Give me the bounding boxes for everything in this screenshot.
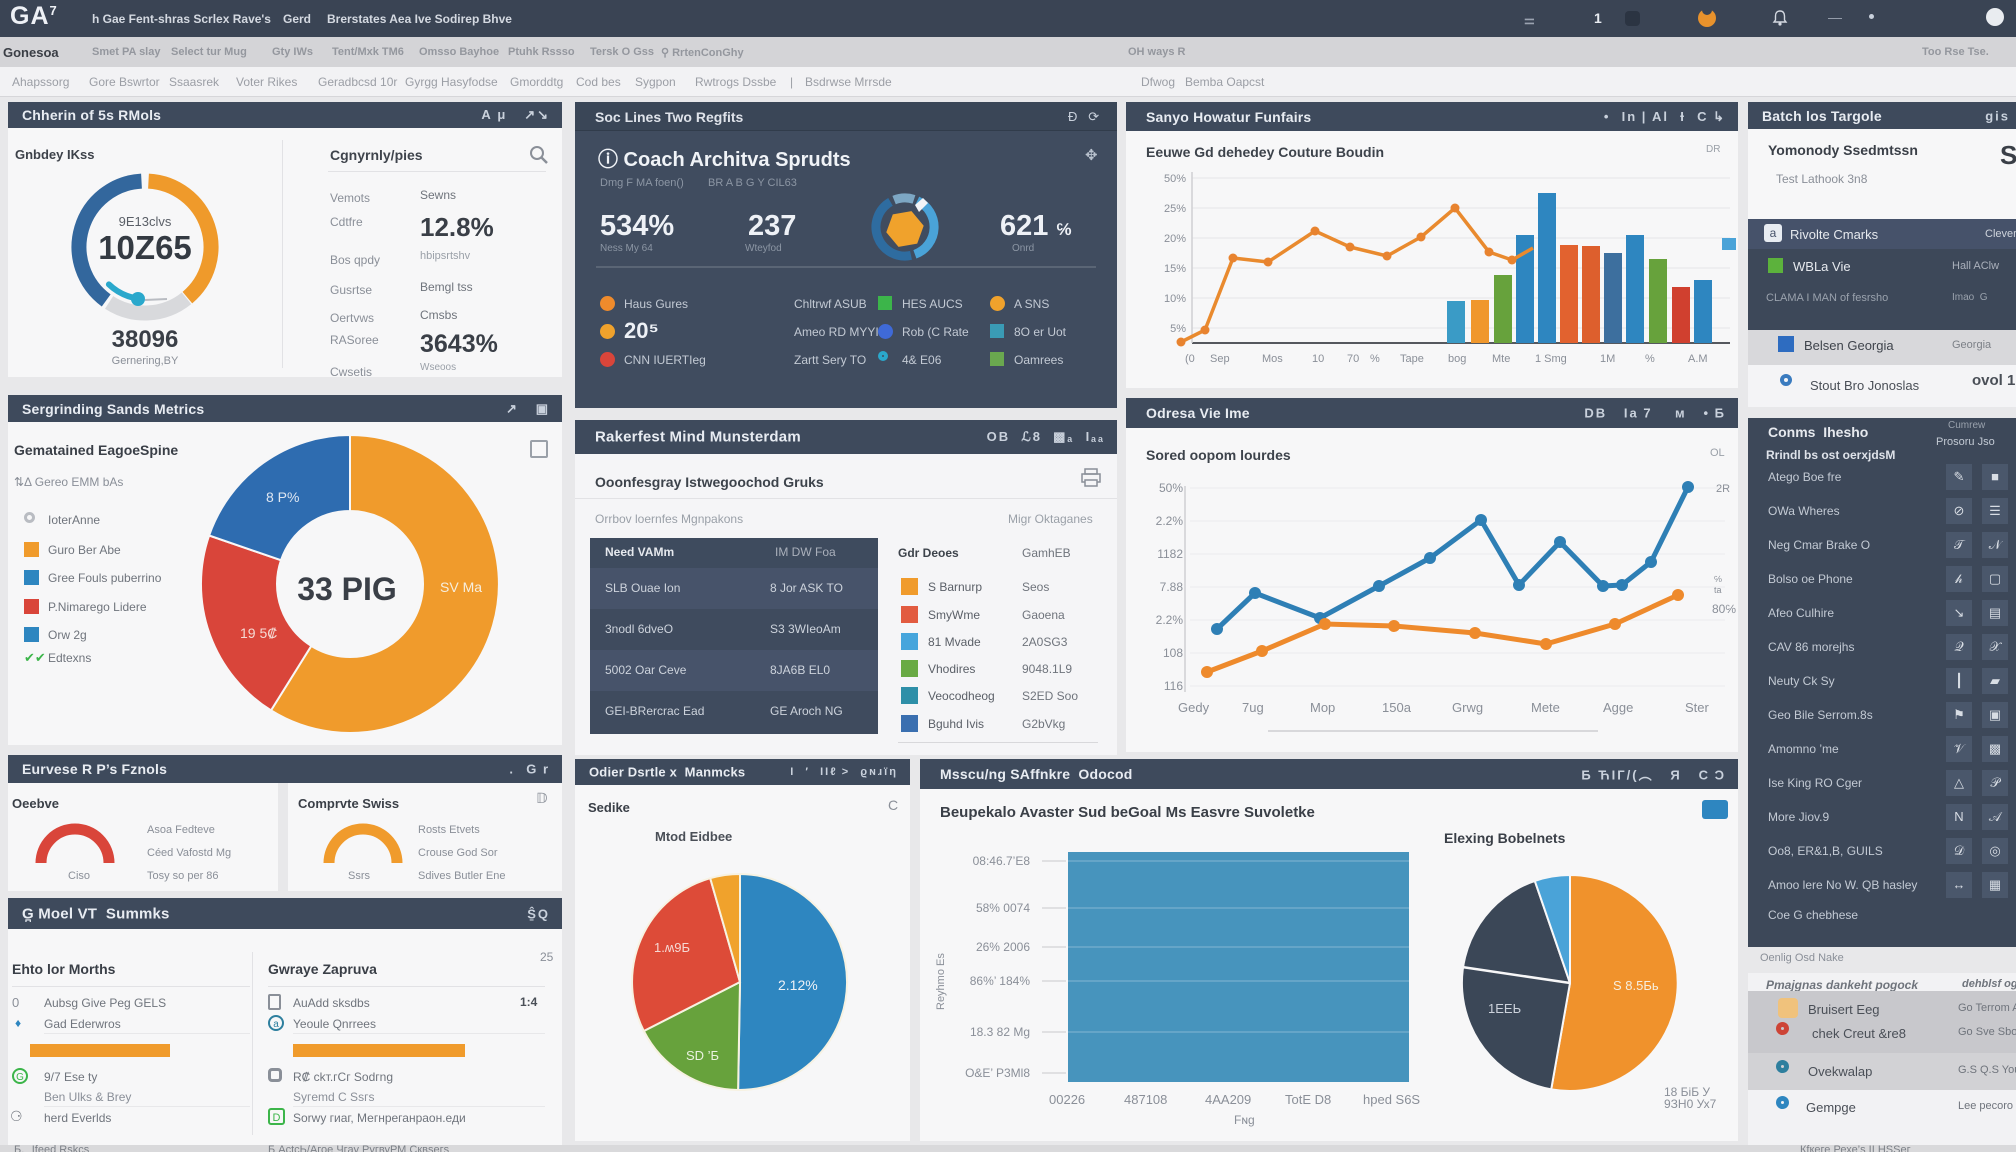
svg-text:33 PIG: 33 PIG xyxy=(297,571,397,607)
svg-text:10: 10 xyxy=(1312,353,1324,365)
svg-text:116: 116 xyxy=(1164,679,1183,693)
svg-text:20%: 20% xyxy=(1164,233,1186,245)
svg-text:SD ’Б: SD ’Б xyxy=(686,1048,719,1063)
svg-text:108: 108 xyxy=(1163,646,1183,660)
svg-text:(0: (0 xyxy=(1185,353,1195,365)
svg-text:Grwg: Grwg xyxy=(1452,700,1483,715)
svg-text:1M: 1M xyxy=(1600,353,1615,365)
svg-text:50%: 50% xyxy=(1159,481,1183,495)
svg-text:7ug: 7ug xyxy=(1242,700,1264,715)
svg-text:00226: 00226 xyxy=(1049,1092,1085,1107)
svg-text:Ѕ 8.5Бь: Ѕ 8.5Бь xyxy=(1613,978,1659,993)
svg-text:1ЕЕЬ: 1ЕЕЬ xyxy=(1488,1001,1521,1016)
svg-text:TotE D8: TotE D8 xyxy=(1285,1092,1331,1107)
svg-text:bog: bog xyxy=(1448,353,1466,365)
svg-text:2R: 2R xyxy=(1716,483,1730,495)
svg-text:86%’ 184%: 86%’ 184% xyxy=(970,974,1031,988)
svg-text:SV Ma: SV Ma xyxy=(440,579,482,595)
svg-text:8 P%: 8 P% xyxy=(266,489,299,505)
svg-text:%: % xyxy=(1370,353,1380,365)
svg-text:58% 0074: 58% 0074 xyxy=(976,901,1030,915)
svg-text:1 Smg: 1 Smg xyxy=(1535,353,1567,365)
svg-text:Ster: Ster xyxy=(1685,700,1710,715)
svg-text:26% 2006: 26% 2006 xyxy=(976,940,1030,954)
svg-text:80℅: 80℅ xyxy=(1712,602,1736,616)
svg-text:O&E’ P3Ml8: O&E’ P3Ml8 xyxy=(965,1066,1030,1080)
svg-text:4AA209: 4AA209 xyxy=(1205,1092,1251,1107)
svg-text:25%: 25% xyxy=(1164,203,1186,215)
svg-text:18 БіБ У: 18 БіБ У xyxy=(1664,1085,1710,1099)
svg-text:Mete: Mete xyxy=(1531,700,1560,715)
svg-text:487108: 487108 xyxy=(1124,1092,1167,1107)
svg-text:1182: 1182 xyxy=(1157,547,1183,561)
svg-text:Sep: Sep xyxy=(1210,353,1230,365)
svg-text:A.M: A.M xyxy=(1688,353,1708,365)
svg-text:08:46.7’E8: 08:46.7’E8 xyxy=(973,854,1031,868)
svg-text:2.12%: 2.12% xyxy=(778,977,818,993)
svg-text:hped S6S: hped S6S xyxy=(1363,1092,1420,1107)
svg-text:15%: 15% xyxy=(1164,263,1186,275)
svg-text:18.3 82 Mg: 18.3 82 Mg xyxy=(970,1025,1030,1039)
svg-text:Mte: Mte xyxy=(1492,353,1510,365)
svg-text:70: 70 xyxy=(1347,353,1359,365)
svg-text:Mop: Mop xyxy=(1310,700,1335,715)
svg-text:Gedy: Gedy xyxy=(1178,700,1210,715)
svg-text:50%: 50% xyxy=(1164,173,1186,185)
svg-text:Elexing Bobelnets: Elexing Bobelnets xyxy=(1444,830,1566,846)
svg-text:Mos: Mos xyxy=(1262,353,1283,365)
svg-text:9ЗН0 Ух7: 9ЗН0 Ух7 xyxy=(1664,1097,1717,1111)
svg-text:Tape: Tape xyxy=(1400,353,1424,365)
svg-text:2.2%: 2.2% xyxy=(1156,613,1184,627)
svg-text:19 5₡: 19 5₡ xyxy=(240,625,277,641)
svg-text:ta: ta xyxy=(1714,585,1722,595)
svg-text:5%: 5% xyxy=(1170,323,1186,335)
svg-text:10%: 10% xyxy=(1164,293,1186,305)
svg-text:Fɴg: Fɴg xyxy=(1234,1113,1255,1127)
svg-text:Reyhmo Es: Reyhmo Es xyxy=(935,953,947,1010)
svg-text:150a: 150a xyxy=(1382,700,1412,715)
svg-text:2.2%: 2.2% xyxy=(1156,514,1184,528)
svg-text:1.ʍ9Б: 1.ʍ9Б xyxy=(654,940,690,955)
svg-text:7.88: 7.88 xyxy=(1160,580,1184,594)
svg-text:%: % xyxy=(1645,353,1655,365)
svg-text:℅: ℅ xyxy=(1714,574,1722,584)
svg-text:Agge: Agge xyxy=(1603,700,1633,715)
